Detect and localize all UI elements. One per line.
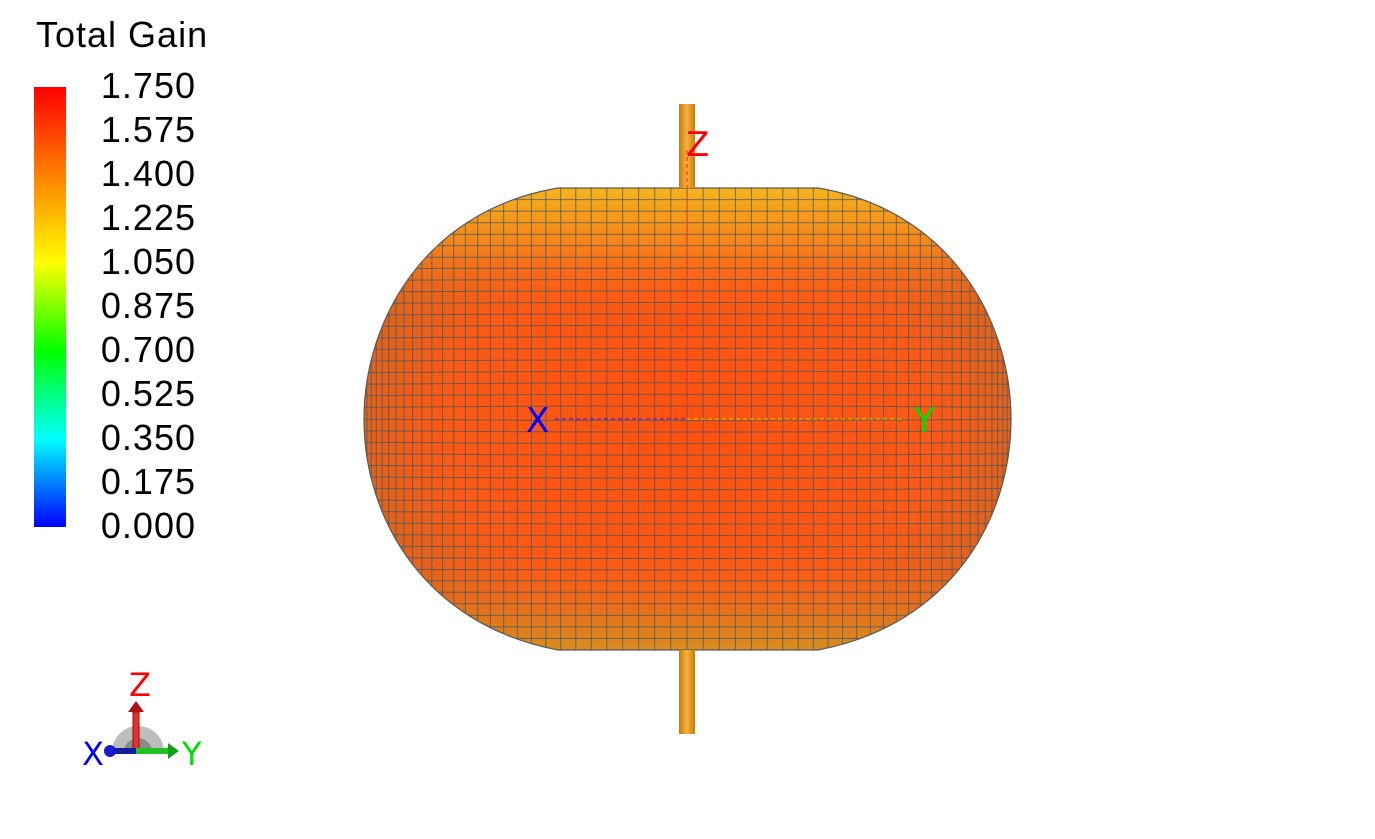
color-scale-bar	[34, 87, 66, 527]
mesh-parallel	[364, 545, 1011, 548]
tick-label: 0.000	[100, 505, 196, 546]
triad-z-arrow	[132, 711, 140, 753]
triad-y-label: Y	[181, 735, 202, 773]
mesh-parallel	[364, 301, 1011, 304]
tick-label: 1.750	[100, 65, 196, 106]
mesh-parallel	[364, 393, 1011, 397]
mesh-parallel	[364, 336, 1011, 339]
mesh-parallel	[364, 476, 1011, 479]
triad-z-label: Z	[129, 666, 151, 704]
orientation-triad[interactable]: Z X Y	[82, 666, 202, 773]
antenna-bottom-segment	[679, 650, 695, 734]
triad-x-arrowhead	[104, 745, 116, 757]
tick-label: 1.050	[100, 241, 196, 282]
y-axis-label: Y	[913, 401, 935, 441]
mesh-parallel	[364, 441, 1011, 445]
tick-label: 0.525	[100, 373, 196, 414]
triad-y-arrowhead	[168, 743, 179, 759]
mesh-parallel	[364, 591, 1011, 594]
mesh-parallel	[364, 418, 1011, 421]
triad-y-arrow	[136, 748, 170, 754]
tick-label: 0.875	[100, 285, 196, 326]
triad-x-arrow	[108, 748, 136, 754]
triad-z-arrowhead	[128, 701, 144, 712]
mesh-parallel	[364, 359, 1011, 362]
mesh-parallel	[364, 534, 1011, 537]
mesh-parallel	[364, 487, 1011, 491]
tick-label: 1.575	[100, 109, 196, 150]
triad-x-label: X	[82, 735, 104, 773]
tick-label: 1.225	[100, 197, 196, 238]
tick-label: 0.350	[100, 417, 196, 458]
mesh-parallel	[364, 453, 1011, 456]
tick-label: 0.700	[100, 329, 196, 370]
mesh-parallel	[364, 430, 1011, 433]
mesh-parallel	[364, 499, 1011, 502]
mesh-parallel	[364, 510, 1011, 514]
x-axis-label: X	[526, 401, 549, 441]
mesh-parallel	[364, 557, 1011, 559]
legend-title: Total Gain	[36, 14, 209, 55]
antenna-top-segment	[679, 104, 695, 188]
mesh-parallel	[364, 370, 1011, 374]
z-axis-label: Z	[686, 125, 709, 165]
mesh-parallel	[364, 522, 1011, 525]
mesh-parallel	[364, 464, 1011, 468]
mesh-parallel	[364, 568, 1011, 571]
tick-label: 1.400	[100, 153, 196, 194]
mesh-parallel	[364, 267, 1011, 270]
tick-label: 0.175	[100, 461, 196, 502]
